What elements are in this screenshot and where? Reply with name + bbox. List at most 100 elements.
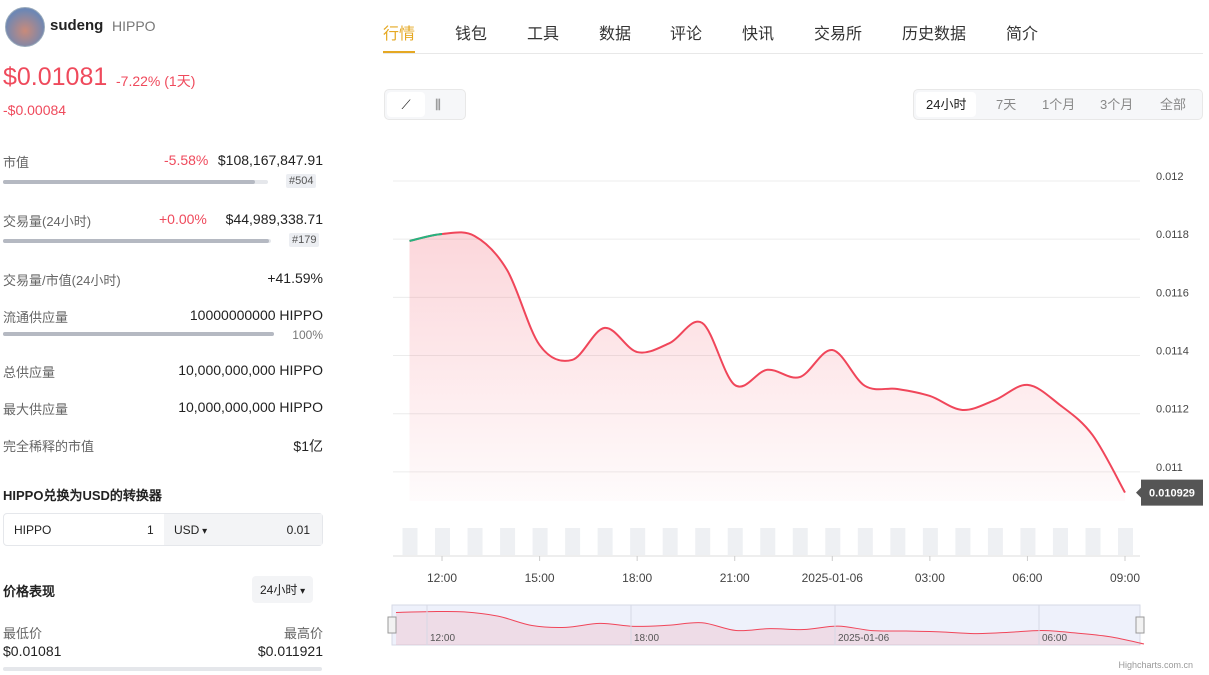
tab[interactable]: 历史数据	[902, 26, 967, 43]
tab-underline	[383, 51, 415, 53]
navigator-label: 12:00	[430, 633, 455, 644]
tab[interactable]: 快讯	[742, 26, 775, 43]
progress	[3, 239, 271, 243]
area	[409, 232, 1125, 501]
line-up-segment	[409, 232, 443, 242]
last-value-label: 0.010929	[1149, 487, 1195, 499]
volume-bar	[597, 528, 613, 555]
volume-bar	[1085, 528, 1101, 555]
tab[interactable]: 钱包	[455, 26, 488, 43]
high-label: 最高价	[283, 626, 323, 641]
volume-bar	[857, 528, 873, 555]
tab[interactable]: 行情	[383, 26, 416, 43]
tab[interactable]: 工具	[527, 26, 560, 43]
from-amount[interactable]: 1	[147, 523, 154, 537]
volume-bar	[532, 528, 548, 555]
range-bar	[3, 667, 322, 671]
converter-title: HIPPO兑换为USD的转换器	[3, 488, 162, 503]
navigator-label: 18:00	[634, 633, 659, 644]
y-tick-label: 0.011	[1156, 462, 1183, 474]
volume-bar	[695, 528, 711, 555]
volume-bar	[402, 528, 418, 555]
y-tick-label: 0.0114	[1156, 345, 1189, 357]
last-value-box	[1136, 479, 1203, 506]
y-tick-label: 0.012	[1156, 171, 1184, 183]
stat-value: 10,000,000,000 HIPPO	[178, 362, 323, 378]
to-amount: 0.01	[286, 523, 310, 537]
navigator-handle[interactable]	[1135, 616, 1145, 634]
tab[interactable]: 交易所	[814, 26, 863, 43]
coin-symbol: HIPPO	[112, 18, 156, 34]
volume-bar	[792, 528, 808, 555]
stat-change: +0.00%	[159, 211, 207, 227]
chart-type-toggle: ⟋ ⫼	[384, 89, 466, 120]
from-symbol: HIPPO	[14, 523, 52, 537]
stat-label: 完全稀释的市值	[3, 439, 95, 454]
y-tick-label: 0.0118	[1156, 229, 1189, 241]
navigator	[391, 604, 1141, 646]
volume-bar	[955, 528, 971, 555]
tab[interactable]: 评论	[670, 26, 703, 43]
stat-label: 交易量/市值(24小时)	[3, 273, 121, 288]
navigator-area	[396, 611, 1144, 645]
volume-bar	[1020, 528, 1036, 555]
price-change-abs: -$0.00084	[3, 102, 67, 118]
navigator-label: 2025-01-06	[838, 633, 890, 644]
period[interactable]: 24小时	[916, 92, 977, 117]
to-symbol[interactable]: USD	[174, 523, 207, 537]
performance-period[interactable]: 24小时	[252, 576, 314, 603]
volume-bar	[760, 528, 776, 555]
period-switch: 24小时 7天 1个月 3个月 全部	[913, 89, 1203, 120]
period[interactable]: 7天	[996, 97, 1017, 112]
navigator-line	[395, 610, 1145, 645]
stat-change: -5.58%	[164, 152, 209, 168]
volume-bar	[500, 528, 516, 555]
x-tick-label: 09:00	[1110, 571, 1140, 585]
volume-bar	[1052, 528, 1068, 555]
y-tick-label: 0.0116	[1156, 287, 1189, 299]
volume-bar	[435, 528, 451, 555]
volume-bar	[630, 528, 646, 555]
volume-bar	[662, 528, 678, 555]
progress	[3, 180, 268, 184]
volume-bar	[467, 528, 483, 555]
volume-bar	[922, 528, 938, 555]
candle-icon[interactable]: ⫼	[435, 97, 441, 112]
navigator-label: 06:00	[1042, 633, 1067, 644]
x-tick-label: 15:00	[525, 571, 555, 585]
low-value: $0.01081	[3, 643, 62, 659]
stat-value: $44,989,338.71	[225, 211, 323, 227]
tab[interactable]: 简介	[1006, 26, 1039, 43]
period[interactable]: 3个月	[1100, 97, 1134, 112]
stat-label: 交易量(24小时)	[3, 214, 92, 229]
volume-bar	[987, 528, 1003, 555]
progress	[3, 332, 274, 336]
x-tick-label: 12:00	[427, 571, 457, 585]
price-line	[409, 231, 1126, 494]
high-value: $0.011921	[257, 643, 323, 659]
price-change: -7.22% (1天)	[116, 73, 196, 89]
stat-value: $1亿	[293, 438, 323, 454]
stat-label: 市值	[3, 155, 30, 170]
divider	[383, 53, 1203, 54]
stat-value: 10,000,000,000 HIPPO	[178, 399, 323, 415]
navigator-handle[interactable]	[387, 616, 397, 634]
period[interactable]: 全部	[1160, 97, 1187, 112]
volume-bar	[825, 528, 841, 555]
rank: #504	[286, 174, 317, 188]
rank: #179	[289, 233, 320, 247]
volume-bar	[890, 528, 906, 555]
line-icon[interactable]: ⟋	[387, 92, 425, 117]
period[interactable]: 1个月	[1042, 97, 1076, 112]
x-tick-label: 03:00	[915, 571, 945, 585]
stat-label: 流通供应量	[3, 310, 69, 325]
stat-value: +41.59%	[267, 270, 323, 286]
x-tick-label: 06:00	[1012, 571, 1042, 585]
volume-bar	[1118, 528, 1133, 555]
x-tick-label: 21:00	[720, 571, 750, 585]
performance-title: 价格表现	[3, 584, 56, 599]
stat-value: 10000000000 HIPPO	[189, 307, 323, 323]
tab[interactable]: 数据	[599, 26, 632, 43]
